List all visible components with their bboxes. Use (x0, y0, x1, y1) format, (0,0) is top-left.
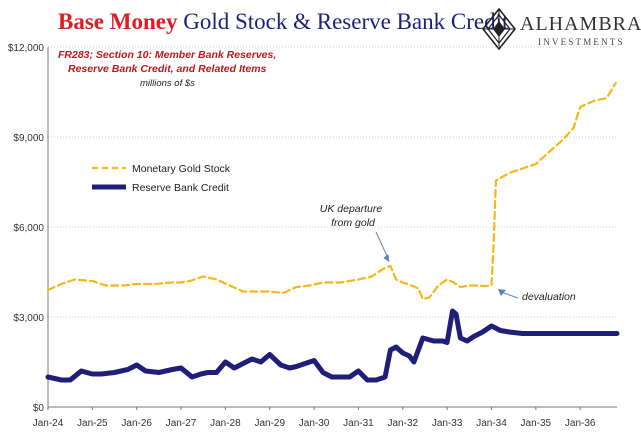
alhambra-logo: ALHAMBRA INVESTMENTS (482, 6, 641, 52)
x-tick-label: Jan-35 (521, 418, 552, 429)
y-tick-label: $3,000 (13, 313, 44, 324)
annotation-uk-line1: UK departure (320, 203, 383, 215)
x-tick-label: Jan-36 (565, 418, 596, 429)
x-tick-label: Jan-29 (254, 418, 285, 429)
title-red-part: Base Money (58, 9, 178, 34)
units-note: millions of $s (140, 78, 195, 89)
y-tick-label: $0 (33, 403, 45, 414)
logo-subtitle: INVESTMENTS (538, 37, 625, 47)
reserve-credit-line (45, 308, 620, 383)
x-tick-label: Jan-27 (166, 418, 197, 429)
legend-label: Monetary Gold Stock (132, 163, 231, 175)
x-tick-label: Jan-28 (210, 418, 241, 429)
y-tick-label: $12,000 (8, 43, 45, 54)
chart-title: Base Money Gold Stock & Reserve Bank Cre… (58, 9, 508, 35)
x-tick-label: Jan-32 (388, 418, 419, 429)
x-tick-label: Jan-25 (77, 418, 108, 429)
annotation-uk-line2: from gold (331, 217, 376, 229)
x-tick-label: Jan-34 (476, 418, 507, 429)
y-tick-label: $6,000 (13, 223, 44, 234)
annotation-uk-arrow (375, 231, 389, 260)
x-tick-label: Jan-33 (432, 418, 463, 429)
legend-label: Reserve Bank Credit (132, 182, 229, 194)
title-blue-part: Gold Stock & Reserve Bank Credit (183, 9, 509, 34)
x-tick-label: Jan-24 (33, 418, 64, 429)
alhambra-diamond-icon (482, 8, 516, 50)
source-note-line: FR283; Section 10: Member Bank Reserves, (58, 49, 276, 61)
annotation-uk-arrowhead (383, 254, 390, 262)
x-tick-label: Jan-26 (121, 418, 152, 429)
annotation-devaluation: devaluation (522, 291, 576, 303)
annotation-devaluation-arrowhead (497, 289, 506, 296)
annotation-devaluation-arrow (500, 291, 519, 299)
gold-stock-line (46, 81, 617, 301)
y-tick-label: $9,000 (13, 133, 44, 144)
x-tick-label: Jan-31 (343, 418, 374, 429)
logo-name: ALHAMBRA (520, 13, 641, 35)
x-tick-label: Jan-30 (299, 418, 330, 429)
source-note-line: Reserve Bank Credit, and Related Items (68, 63, 267, 75)
